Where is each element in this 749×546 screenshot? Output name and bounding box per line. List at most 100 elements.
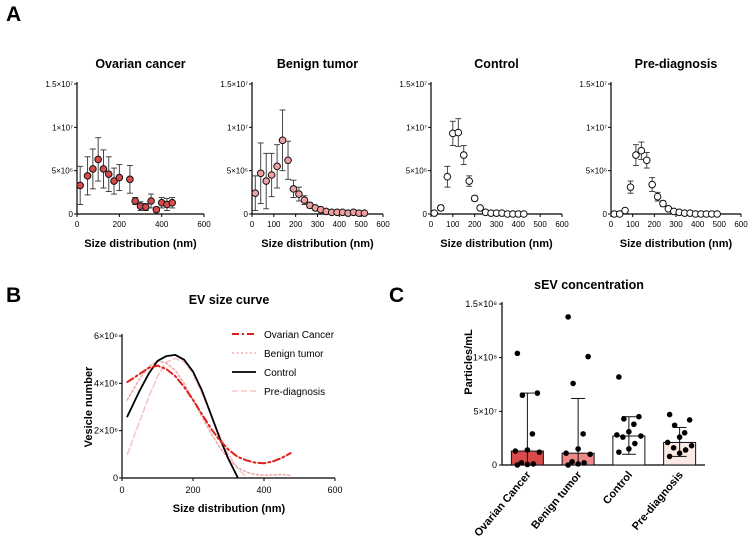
x-tick-label: 600	[376, 220, 390, 229]
data-point	[688, 442, 695, 449]
charts-layer: Ovarian cancer 0 5×10⁶ 1×10⁷ 1.5×10⁷ 0 200 400 6…	[45, 57, 748, 539]
y-tick-label: 1.5×10⁸	[465, 299, 497, 309]
chart-title: EV size curve	[189, 293, 270, 307]
x-tick-label: 100	[626, 220, 640, 229]
data-point	[621, 416, 627, 422]
data-point	[110, 177, 118, 185]
data-point	[524, 461, 531, 468]
data-point	[168, 198, 177, 207]
y-tick-label: 1×10⁸	[473, 353, 497, 363]
data-point	[642, 156, 651, 165]
x-tick-label: 400	[256, 485, 271, 495]
category-label: Pre-diagnosis	[630, 469, 686, 532]
data-point	[104, 170, 113, 178]
y-tick-label: 0	[603, 210, 608, 219]
chart-a4: Pre-diagnosis 0 5×10⁶ 1×10⁷ 1.5×10⁷ 0 100 200 30…	[579, 57, 748, 250]
x-tick-label: 100	[267, 220, 281, 229]
data-point	[570, 380, 576, 387]
y-tick-label: 5×10⁶	[52, 167, 73, 176]
y-tick-label: 1.5×10⁷	[220, 80, 248, 89]
category-label: Control	[601, 469, 635, 507]
chart-title: Ovarian cancer	[95, 57, 185, 71]
x-tick-label: 0	[75, 220, 80, 229]
data-point	[713, 210, 721, 218]
x-tick-label: 200	[113, 220, 127, 229]
data-point	[620, 434, 626, 440]
data-point	[443, 172, 452, 181]
data-point	[575, 461, 581, 467]
y-tick-label: 0	[244, 210, 249, 219]
x-tick-label: 0	[609, 220, 614, 229]
data-point	[659, 199, 667, 208]
data-point	[267, 171, 276, 179]
data-point	[360, 209, 369, 217]
panel-letter-b: B	[6, 284, 21, 307]
data-point	[616, 449, 622, 455]
data-point	[83, 172, 92, 180]
x-tick-label: 500	[533, 220, 547, 229]
series-line-pre-diagnosis	[126, 357, 248, 478]
data-point	[300, 196, 309, 204]
x-tick-label: 100	[446, 220, 460, 229]
chart-a2: Benign tumor 0 5×10⁶ 1×10⁷ 1.5×10⁷ 0 100 200 300…	[220, 57, 390, 250]
data-point	[534, 390, 541, 396]
data-point	[587, 451, 593, 458]
x-tick-label: 600	[555, 220, 569, 229]
y-tick-label: 0	[492, 460, 497, 470]
y-tick-label: 2×10⁶	[94, 426, 118, 436]
x-tick-label: 0	[250, 220, 255, 229]
chart-a1: Ovarian cancer 0 5×10⁶ 1×10⁷ 1.5×10⁷ 0 200 400 6…	[45, 57, 211, 250]
data-point	[519, 392, 526, 399]
data-point	[581, 460, 587, 466]
data-point	[256, 169, 265, 178]
x-axis-label: Size distribution (nm)	[84, 238, 197, 250]
data-point	[115, 173, 124, 182]
y-tick-label: 1×10⁷	[406, 123, 427, 132]
data-point	[621, 206, 629, 215]
y-tick-label: 1×10⁷	[52, 123, 73, 132]
panel-letter-c: C	[389, 284, 404, 307]
x-tick-label: 500	[354, 220, 368, 229]
y-tick-label: 1.5×10⁷	[579, 80, 607, 89]
y-axis-label: Particles/mL	[463, 329, 475, 395]
x-tick-label: 400	[333, 220, 347, 229]
data-point	[530, 461, 537, 467]
x-axis-label: Size distribution (nm)	[173, 503, 286, 515]
category-label: Ovarian Cancer	[472, 469, 534, 540]
x-tick-label: 600	[734, 220, 748, 229]
x-axis-label: Size distribution (nm)	[440, 238, 553, 250]
data-point	[666, 453, 673, 460]
data-point	[147, 197, 155, 205]
data-point	[273, 162, 281, 171]
series-line-ovarian-cancer	[126, 364, 292, 465]
x-tick-label: 500	[713, 220, 727, 229]
data-point	[89, 165, 97, 173]
data-point	[565, 314, 571, 320]
chart-title: sEV concentration	[534, 278, 644, 292]
y-tick-label: 5×10⁷	[473, 406, 497, 416]
x-tick-label: 400	[512, 220, 526, 229]
data-point	[465, 177, 474, 185]
x-tick-label: 200	[289, 220, 303, 229]
data-point	[636, 413, 642, 420]
data-point	[99, 165, 108, 173]
panel-letter-a: A	[6, 3, 21, 26]
data-point	[295, 190, 303, 198]
data-point	[262, 177, 270, 185]
y-tick-label: 0	[69, 210, 74, 219]
data-point	[585, 353, 591, 360]
legend-label: Benign tumor	[264, 349, 324, 360]
y-tick-label: 4×10⁶	[94, 378, 118, 388]
legend-label: Control	[264, 368, 296, 379]
data-point	[616, 374, 622, 380]
chart-a3: Control 0 5×10⁶ 1×10⁷ 1.5×10⁷ 0 100 200 300 400 50…	[399, 57, 569, 250]
data-point	[631, 421, 637, 428]
data-point	[671, 422, 678, 429]
x-tick-label: 0	[429, 220, 434, 229]
data-point	[638, 433, 644, 439]
x-tick-label: 600	[197, 220, 211, 229]
y-tick-label: 1.5×10⁷	[399, 80, 427, 89]
data-point	[289, 185, 298, 193]
data-point	[476, 204, 484, 212]
data-point	[454, 128, 463, 137]
